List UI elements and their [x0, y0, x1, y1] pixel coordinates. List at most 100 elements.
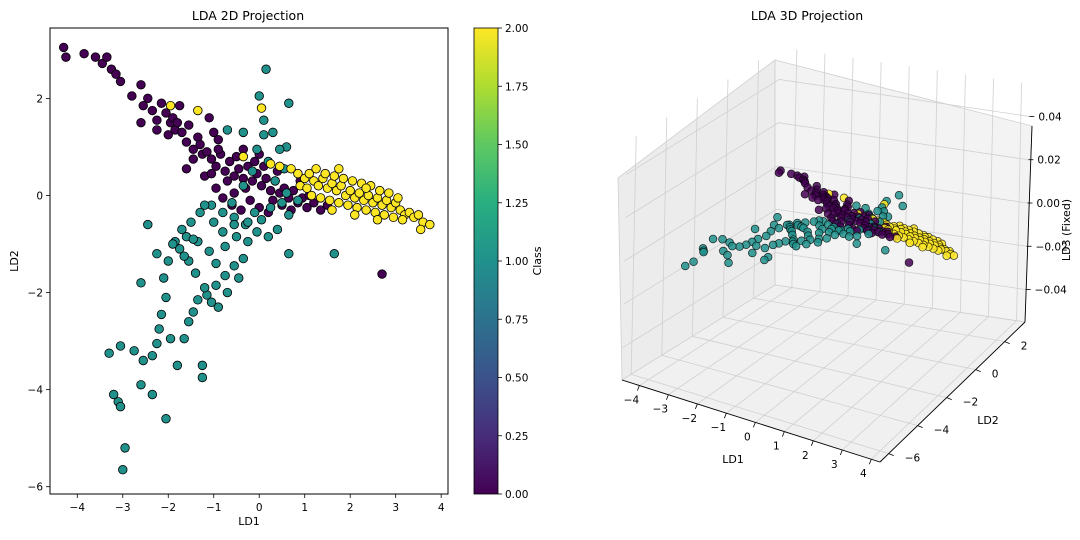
class-0-point — [102, 52, 112, 62]
class-0-point-3d — [800, 190, 810, 199]
class-2-point — [311, 164, 321, 174]
x-tick-label-3d: −3 — [653, 404, 668, 416]
chart-3d-grid — [622, 49, 1030, 460]
y-tick-label: −4 — [28, 385, 44, 397]
class-1-point — [206, 297, 217, 307]
grid-line — [813, 312, 961, 442]
class-2-point — [329, 171, 339, 181]
class-1-point-3d — [873, 206, 882, 216]
class-1-point-3d — [723, 250, 732, 260]
class-1-point-3d — [681, 261, 690, 271]
z-tick-label-3d: −0.04 — [1035, 285, 1067, 297]
class-1-point — [172, 360, 183, 371]
class-1-point — [161, 292, 171, 303]
x-tick-label-3d: −2 — [682, 413, 697, 425]
colorbar-tick-label: 0.25 — [505, 431, 528, 443]
x-tick-label-3d: 2 — [802, 450, 809, 462]
class-1-point — [209, 217, 219, 227]
class-1-point — [154, 324, 164, 334]
class-1-point-3d — [748, 248, 757, 258]
class-1-point-3d — [718, 235, 727, 244]
class-0-point — [152, 115, 162, 125]
class-2-point — [347, 176, 358, 186]
class-0-point — [61, 52, 71, 62]
class-1-point-3d — [864, 229, 873, 239]
x-tick-label: 2 — [347, 502, 354, 514]
colorbar-tick-label: 1.50 — [505, 140, 528, 152]
class-2-point — [302, 183, 312, 193]
class-1-point — [259, 115, 269, 125]
class-1-point-3d — [844, 232, 854, 241]
class-1-point — [272, 224, 283, 235]
grid-line — [784, 307, 933, 432]
class-1-point — [284, 249, 294, 259]
class-2-point — [334, 164, 344, 174]
class-1-point — [222, 125, 233, 135]
class-0-point — [115, 76, 126, 87]
grid-line — [661, 354, 918, 426]
z-tick-label-3d: 0.00 — [1037, 198, 1060, 210]
class-0-point — [206, 168, 217, 179]
class-2-point — [361, 183, 371, 193]
class-2-point — [313, 181, 324, 191]
chart-2d: LDA 2D Projection −4 −3 −2 −1 0 1 2 3 4 −6 −4 −2 0 2… — [8, 8, 449, 528]
class-1-point — [270, 176, 280, 186]
class-1-point — [211, 280, 221, 290]
class-0-point — [188, 154, 198, 164]
class-1-point — [259, 130, 269, 140]
class-0-point — [229, 171, 239, 181]
y-tick-label-3d: −2 — [963, 397, 978, 409]
class-0-point — [138, 100, 148, 111]
x-tick-label: 0 — [256, 502, 263, 514]
x-tick-mark-3d — [666, 394, 669, 400]
class-0-point — [245, 195, 255, 206]
class-1-point — [234, 273, 244, 283]
class-1-point-3d — [760, 243, 770, 253]
class-2-point — [338, 173, 349, 184]
class-0-point — [90, 52, 101, 62]
class-1-point — [108, 389, 119, 400]
colorbar-tick-label: 1.25 — [505, 198, 528, 210]
grid-line — [692, 335, 947, 398]
class-2-point-3d — [918, 242, 927, 252]
class-1-point — [211, 258, 221, 269]
class-0-point — [58, 42, 69, 53]
class-0-point — [209, 127, 219, 138]
class-1-point — [118, 465, 128, 475]
class-0-point — [79, 49, 89, 59]
class-2-point — [315, 193, 326, 203]
class-1-point-3d — [752, 241, 761, 251]
class-0-point-3d — [774, 168, 784, 178]
class-1-point — [136, 380, 146, 390]
class-1-point — [247, 166, 258, 176]
class-2-point — [306, 190, 317, 201]
class-1-point — [152, 338, 162, 349]
class-1-point-3d — [689, 257, 698, 266]
class-1-point-3d — [760, 255, 769, 265]
x-tick-label: 1 — [301, 502, 308, 514]
x-tick-mark-3d — [637, 385, 640, 391]
class-2-point — [304, 168, 314, 179]
class-0-point — [247, 176, 258, 186]
y-tick-label: −2 — [28, 288, 43, 300]
class-0-point-3d — [904, 258, 914, 267]
class-0-point — [156, 98, 167, 108]
x-tick-label: −1 — [206, 502, 221, 514]
class-1-point — [218, 207, 228, 218]
class-2-point — [397, 215, 408, 225]
class-1-point — [190, 268, 201, 278]
class-1-point — [243, 217, 253, 227]
class-1-point — [188, 234, 198, 244]
class-0-point — [147, 105, 158, 116]
class-1-point — [284, 210, 294, 220]
grid-line — [842, 316, 989, 451]
class-2-point — [393, 193, 403, 203]
class-1-point — [281, 188, 292, 198]
class-0-point — [111, 69, 121, 79]
class-1-point — [254, 91, 264, 101]
class-1-point — [220, 241, 230, 252]
class-0-point — [265, 185, 276, 196]
class-1-point-3d — [699, 247, 708, 257]
class-1-point-3d — [735, 242, 744, 251]
